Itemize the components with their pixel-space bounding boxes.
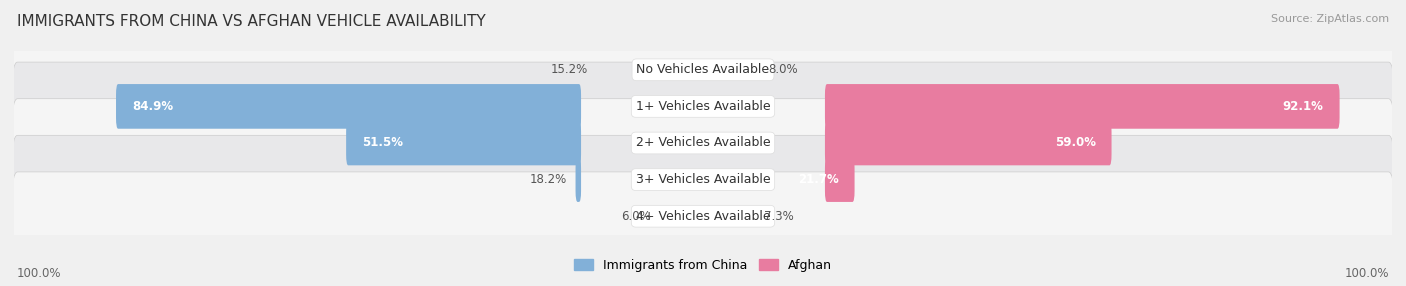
Text: 15.2%: 15.2% xyxy=(551,63,588,76)
Text: 84.9%: 84.9% xyxy=(132,100,173,113)
Text: IMMIGRANTS FROM CHINA VS AFGHAN VEHICLE AVAILABILITY: IMMIGRANTS FROM CHINA VS AFGHAN VEHICLE … xyxy=(17,14,485,29)
FancyBboxPatch shape xyxy=(13,25,1393,114)
Text: 7.3%: 7.3% xyxy=(763,210,793,223)
FancyBboxPatch shape xyxy=(825,84,1340,129)
Text: 92.1%: 92.1% xyxy=(1282,100,1323,113)
FancyBboxPatch shape xyxy=(575,157,581,202)
FancyBboxPatch shape xyxy=(13,172,1393,261)
Text: No Vehicles Available: No Vehicles Available xyxy=(637,63,769,76)
Text: 18.2%: 18.2% xyxy=(530,173,567,186)
Text: 8.0%: 8.0% xyxy=(769,63,799,76)
Text: 100.0%: 100.0% xyxy=(17,267,62,280)
Text: 6.0%: 6.0% xyxy=(621,210,651,223)
FancyBboxPatch shape xyxy=(825,121,1112,165)
FancyBboxPatch shape xyxy=(346,121,581,165)
Text: 1+ Vehicles Available: 1+ Vehicles Available xyxy=(636,100,770,113)
FancyBboxPatch shape xyxy=(117,84,581,129)
FancyBboxPatch shape xyxy=(13,135,1393,224)
FancyBboxPatch shape xyxy=(825,157,855,202)
Text: 3+ Vehicles Available: 3+ Vehicles Available xyxy=(636,173,770,186)
Text: 4+ Vehicles Available: 4+ Vehicles Available xyxy=(636,210,770,223)
FancyBboxPatch shape xyxy=(13,99,1393,187)
FancyBboxPatch shape xyxy=(13,62,1393,151)
Text: 51.5%: 51.5% xyxy=(361,136,404,150)
Text: 2+ Vehicles Available: 2+ Vehicles Available xyxy=(636,136,770,150)
Legend: Immigrants from China, Afghan: Immigrants from China, Afghan xyxy=(569,254,837,277)
Text: 21.7%: 21.7% xyxy=(799,173,839,186)
Text: 100.0%: 100.0% xyxy=(1344,267,1389,280)
Text: Source: ZipAtlas.com: Source: ZipAtlas.com xyxy=(1271,14,1389,24)
Text: 59.0%: 59.0% xyxy=(1054,136,1095,150)
